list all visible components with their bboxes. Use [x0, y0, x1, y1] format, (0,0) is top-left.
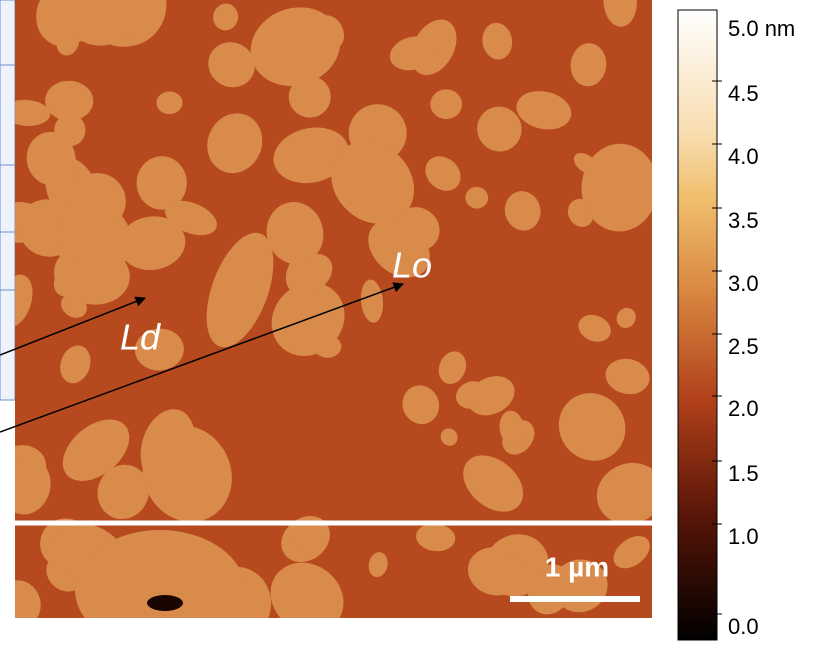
colorbar-label: 1.0: [728, 524, 759, 549]
scale-bar-label: 1 µm: [545, 551, 609, 582]
colorbar-labels: 5.0 nm 4.5 4.0 3.5 3.0 2.5 2.0 1.5 1.0 0.0: [712, 16, 795, 639]
colorbar-label: 4.0: [728, 144, 759, 169]
figure: 1 µm Ld Lo 5.0 nm 4.5 4.0 3.5 3.0 2.5 2.0 1.5 1.…: [0, 0, 837, 647]
ld-label: Ld: [120, 317, 161, 358]
colorbar-label: 4.5: [728, 81, 759, 106]
colorbar-label: 0.0: [728, 614, 759, 639]
defect: [147, 595, 183, 611]
afm-image: [0, 0, 673, 647]
colorbar-label: 5.0 nm: [728, 16, 795, 41]
colorbar-label: 3.0: [728, 271, 759, 296]
colorbar-label: 1.5: [728, 461, 759, 486]
colorbar-label: 2.0: [728, 396, 759, 421]
side-panel: [0, 0, 15, 400]
colorbar: [678, 10, 717, 640]
colorbar-label: 3.5: [728, 208, 759, 233]
lo-label: Lo: [392, 245, 432, 286]
lo-domain: [75, 530, 245, 647]
colorbar-label: 2.5: [728, 334, 759, 359]
